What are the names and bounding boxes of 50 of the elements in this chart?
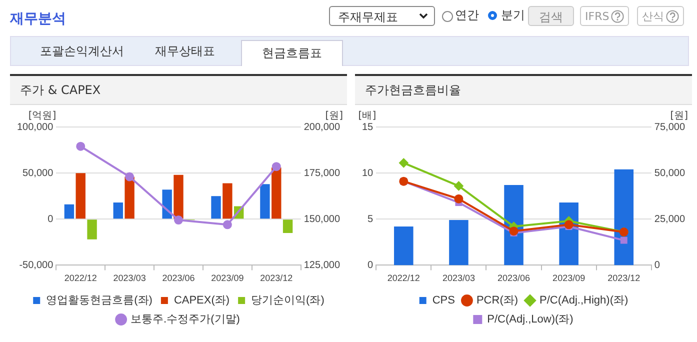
x-tick-label: 2023/12 [260, 273, 293, 284]
y-tick-label: -50,000 [19, 260, 54, 271]
text: 검색 [528, 6, 574, 26]
text: 포괄손익계산서 [40, 43, 124, 60]
legend-label: P/C(Adj.,High)(좌) [540, 294, 628, 307]
x-tick-label: 2023/09 [552, 273, 586, 284]
y-axis-title: [배] [358, 110, 376, 122]
y2-tick-label: 0 [654, 260, 660, 271]
y-tick-label: 50,000 [22, 168, 54, 179]
text: 연간 [455, 7, 479, 24]
legend-label: 보통주.수정주가(기말) [130, 314, 240, 326]
y2-tick-label: 150,000 [304, 214, 340, 225]
y2-axis-title: [원] [670, 110, 688, 122]
y-tick-label: 0 [48, 214, 54, 225]
y-tick-label: 5 [368, 214, 374, 225]
legend-label: CPS [432, 294, 455, 307]
y-axis-title: [억원] [28, 110, 56, 122]
y2-tick-label: 175,000 [304, 168, 340, 179]
text: 산식 [637, 6, 684, 26]
x-tick-label: 2022/12 [64, 273, 97, 284]
y2-tick-label: 50,000 [654, 168, 686, 179]
x-tick-label: 2023/12 [608, 273, 640, 284]
y2-axis-title: [원] [325, 110, 344, 122]
x-tick-label: 2023/03 [442, 273, 475, 284]
text: 주재무제표 [329, 6, 435, 26]
legend-label: 당기순이익(좌) [251, 294, 324, 307]
x-tick-label: 2022/12 [387, 273, 420, 284]
legend-label: 영업활동현금흐름(좌) [46, 294, 152, 307]
chart-title: 주가 & CAPEX [10, 76, 347, 105]
y2-tick-label: 200,000 [304, 122, 340, 133]
y2-tick-label: 25,000 [654, 214, 686, 225]
legend-label: PCR(좌) [476, 294, 518, 307]
text: 재무상태표 [155, 43, 215, 60]
x-tick-label: 2023/03 [113, 273, 146, 284]
y2-tick-label: 75,000 [654, 122, 686, 133]
text: IFRS [580, 6, 630, 26]
y-tick-label: 10 [362, 168, 374, 179]
y2-tick-label: 125,000 [304, 260, 340, 271]
legend-label: P/C(Adj.,Low)(좌) [487, 314, 574, 326]
text: 현금흐름표 [262, 45, 322, 62]
y-tick-label: 100,000 [16, 122, 54, 133]
text: 재무분석 [10, 10, 66, 28]
y-tick-label: 15 [362, 122, 374, 133]
text: 분기 [501, 7, 525, 24]
x-tick-label: 2023/06 [497, 273, 530, 284]
x-tick-label: 2023/06 [162, 273, 195, 284]
x-tick-label: 2023/09 [211, 273, 244, 284]
y-tick-label: 0 [368, 260, 374, 271]
legend-label: CAPEX(좌) [174, 294, 230, 307]
chart-title: 주가현금흐름비율 [355, 76, 692, 105]
